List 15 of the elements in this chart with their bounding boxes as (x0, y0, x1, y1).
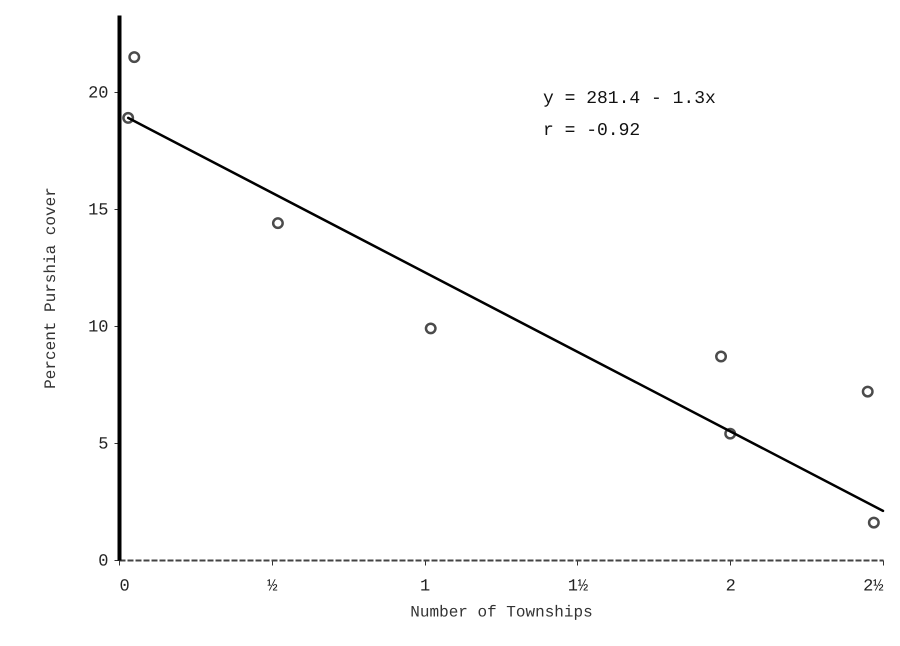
y-tick-label: 20 (88, 84, 108, 104)
x-axis-title: Number of Townships (410, 604, 593, 622)
y-tick-label: 10 (88, 318, 108, 338)
x-tick-label: 1 (420, 578, 430, 596)
x-tick-label: 2½ (863, 578, 884, 596)
annotation: y = 281.4 - 1.3x (543, 89, 716, 109)
x-tick-label: 1½ (568, 578, 588, 596)
x-tick-label: 2 (726, 578, 736, 596)
y-tick-label: 0 (98, 552, 108, 572)
annotation: r = -0.92 (543, 121, 640, 141)
x-tick-label: 0 (120, 578, 130, 596)
y-axis-title: Percent Purshia cover (42, 187, 60, 389)
x-tick-label: ½ (267, 578, 278, 596)
y-tick-label: 5 (98, 436, 108, 455)
y-tick-label: 15 (88, 202, 108, 221)
